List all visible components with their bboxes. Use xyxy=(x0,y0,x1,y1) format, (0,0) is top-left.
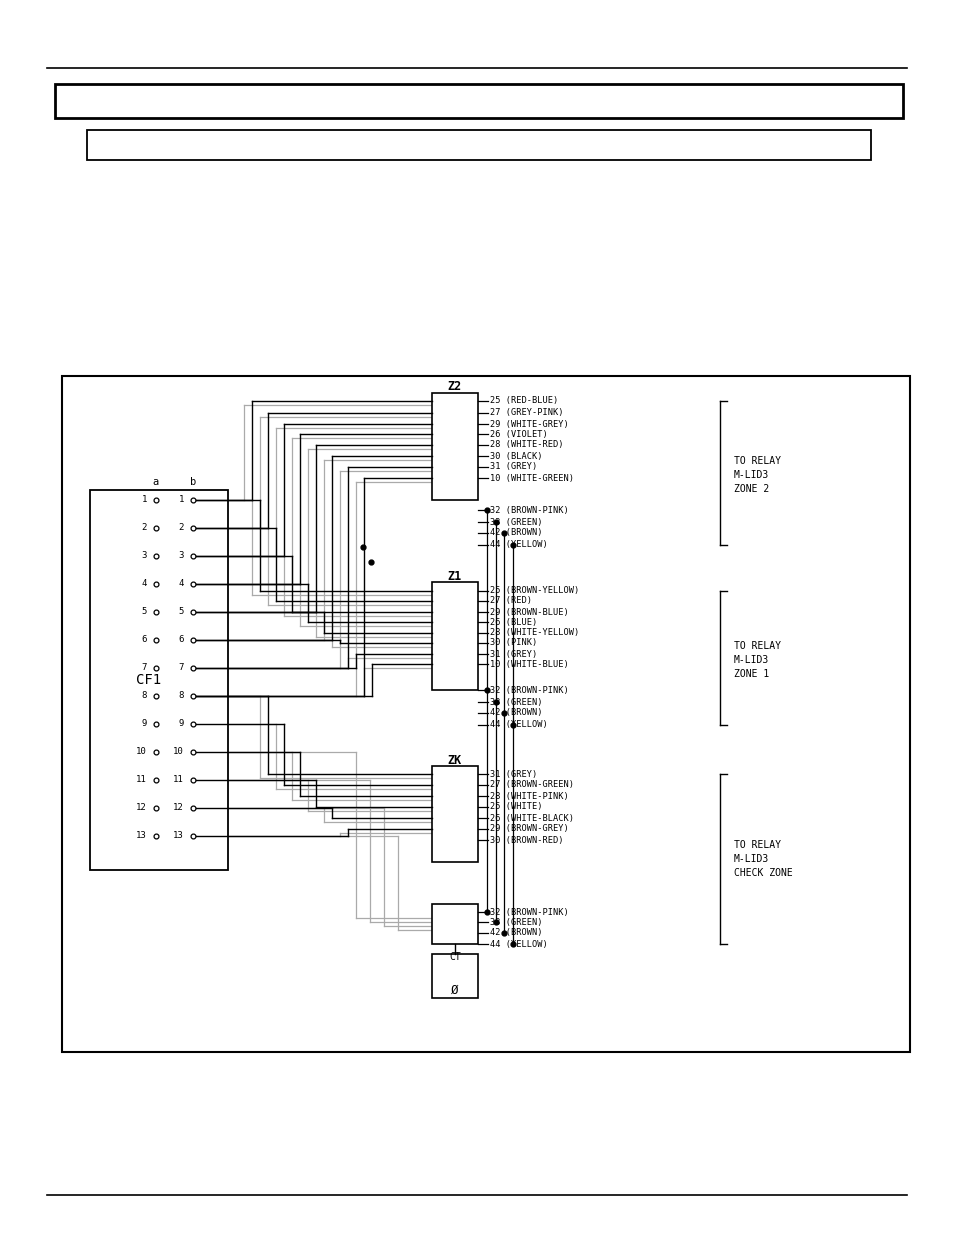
Text: Ø: Ø xyxy=(451,983,458,997)
Text: ZK: ZK xyxy=(447,753,461,767)
Text: M-LID3: M-LID3 xyxy=(733,471,768,480)
Text: 9: 9 xyxy=(178,720,184,729)
Text: 29 (WHITE-GREY): 29 (WHITE-GREY) xyxy=(490,420,568,429)
Text: 10 (WHITE-BLUE): 10 (WHITE-BLUE) xyxy=(490,659,568,668)
Text: 10: 10 xyxy=(173,747,184,757)
Text: 28 (WHITE-YELLOW): 28 (WHITE-YELLOW) xyxy=(490,629,578,637)
Text: M-LID3: M-LID3 xyxy=(733,655,768,664)
Text: 3: 3 xyxy=(141,552,147,561)
Text: 29 (BROWN-GREY): 29 (BROWN-GREY) xyxy=(490,825,568,834)
Text: a: a xyxy=(152,477,159,487)
Text: 30 (BROWN-RED): 30 (BROWN-RED) xyxy=(490,836,563,845)
Text: ZONE 1: ZONE 1 xyxy=(733,669,768,679)
Text: 32 (BROWN-PINK): 32 (BROWN-PINK) xyxy=(490,505,568,515)
Text: 33 (GREEN): 33 (GREEN) xyxy=(490,918,542,926)
Text: 1: 1 xyxy=(141,495,147,505)
Text: CHECK ZONE: CHECK ZONE xyxy=(733,868,792,878)
Text: 5: 5 xyxy=(141,608,147,616)
Text: 12: 12 xyxy=(136,804,147,813)
Text: 29 (BROWN-BLUE): 29 (BROWN-BLUE) xyxy=(490,608,568,616)
Text: 33 (GREEN): 33 (GREEN) xyxy=(490,517,542,526)
Text: M-LID3: M-LID3 xyxy=(733,853,768,864)
Bar xyxy=(62,375,909,1052)
Text: 30 (BLACK): 30 (BLACK) xyxy=(490,452,542,461)
Text: 11: 11 xyxy=(173,776,184,784)
Bar xyxy=(432,904,477,944)
Text: 5: 5 xyxy=(178,608,184,616)
Text: 28 (WHITE-PINK): 28 (WHITE-PINK) xyxy=(490,792,568,800)
Text: 44 (YELLOW): 44 (YELLOW) xyxy=(490,720,547,730)
Text: 11: 11 xyxy=(136,776,147,784)
Bar xyxy=(432,766,477,862)
Text: 27 (GREY-PINK): 27 (GREY-PINK) xyxy=(490,409,563,417)
Text: CF1: CF1 xyxy=(136,673,161,687)
Text: 26 (WHITE-BLACK): 26 (WHITE-BLACK) xyxy=(490,814,574,823)
Bar xyxy=(55,84,902,119)
Text: ZONE 2: ZONE 2 xyxy=(733,484,768,494)
Text: 44 (YELLOW): 44 (YELLOW) xyxy=(490,940,547,948)
Text: 3: 3 xyxy=(178,552,184,561)
Text: 2: 2 xyxy=(178,524,184,532)
Text: TO RELAY: TO RELAY xyxy=(733,840,781,850)
Text: 28 (WHITE-RED): 28 (WHITE-RED) xyxy=(490,441,563,450)
Text: 42 (BROWN): 42 (BROWN) xyxy=(490,929,542,937)
Text: 31 (GREY): 31 (GREY) xyxy=(490,462,537,472)
Text: TO RELAY: TO RELAY xyxy=(733,456,781,466)
Text: 1: 1 xyxy=(178,495,184,505)
Text: TO RELAY: TO RELAY xyxy=(733,641,781,651)
Text: 12: 12 xyxy=(173,804,184,813)
Text: 44 (YELLOW): 44 (YELLOW) xyxy=(490,541,547,550)
Text: 31 (GREY): 31 (GREY) xyxy=(490,769,537,778)
Text: 4: 4 xyxy=(141,579,147,589)
Bar xyxy=(432,393,477,500)
Text: 7: 7 xyxy=(141,663,147,673)
Text: Z1: Z1 xyxy=(447,569,461,583)
Text: 8: 8 xyxy=(141,692,147,700)
Text: 33 (GREEN): 33 (GREEN) xyxy=(490,698,542,706)
Text: 13: 13 xyxy=(173,831,184,841)
Text: 8: 8 xyxy=(178,692,184,700)
Bar xyxy=(432,953,477,998)
Text: 4: 4 xyxy=(178,579,184,589)
Text: 25 (BROWN-YELLOW): 25 (BROWN-YELLOW) xyxy=(490,587,578,595)
Text: 10 (WHITE-GREEN): 10 (WHITE-GREEN) xyxy=(490,473,574,483)
Text: 42 (BROWN): 42 (BROWN) xyxy=(490,709,542,718)
Text: 10: 10 xyxy=(136,747,147,757)
Text: 26 (BLUE): 26 (BLUE) xyxy=(490,618,537,626)
Bar xyxy=(87,130,870,161)
Text: 7: 7 xyxy=(178,663,184,673)
Text: 2: 2 xyxy=(141,524,147,532)
Bar xyxy=(90,490,228,869)
Text: 32 (BROWN-PINK): 32 (BROWN-PINK) xyxy=(490,908,568,916)
Text: 42 (BROWN): 42 (BROWN) xyxy=(490,529,542,537)
Bar xyxy=(432,582,477,690)
Text: 27 (BROWN-GREEN): 27 (BROWN-GREEN) xyxy=(490,781,574,789)
Text: CT: CT xyxy=(449,952,460,962)
Text: 26 (VIOLET): 26 (VIOLET) xyxy=(490,430,547,438)
Text: 9: 9 xyxy=(141,720,147,729)
Text: 25 (WHITE): 25 (WHITE) xyxy=(490,803,542,811)
Text: 6: 6 xyxy=(141,636,147,645)
Text: Z2: Z2 xyxy=(447,380,461,394)
Text: 13: 13 xyxy=(136,831,147,841)
Text: 6: 6 xyxy=(178,636,184,645)
Text: 32 (BROWN-PINK): 32 (BROWN-PINK) xyxy=(490,685,568,694)
Text: 30 (PINK): 30 (PINK) xyxy=(490,638,537,647)
Text: b: b xyxy=(190,477,196,487)
Text: 27 (RED): 27 (RED) xyxy=(490,597,532,605)
Text: 25 (RED-BLUE): 25 (RED-BLUE) xyxy=(490,396,558,405)
Text: 31 (GREY): 31 (GREY) xyxy=(490,650,537,658)
